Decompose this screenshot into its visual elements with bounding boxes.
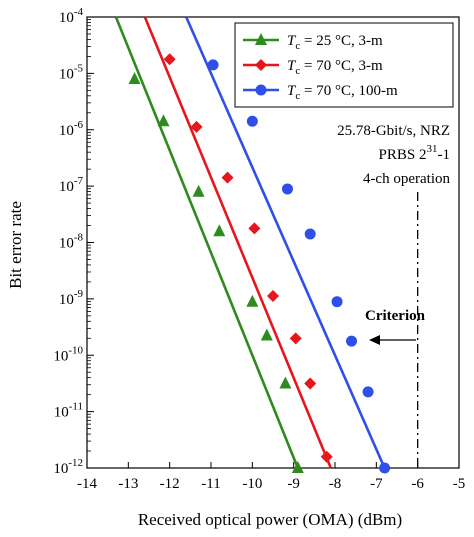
data-point-circle — [246, 115, 258, 127]
legend-label: Tc = 70 °C, 100-m — [287, 83, 398, 102]
data-point-circle — [207, 59, 219, 71]
data-point-triangle — [246, 294, 259, 307]
y-tick-label: 10-12 — [53, 457, 83, 477]
data-point-circle — [346, 335, 358, 347]
note-line-2: PRBS 231-1 — [379, 143, 450, 163]
y-tick-label: 10-11 — [54, 401, 83, 421]
data-point-circle — [304, 228, 316, 240]
y-tick-label: 10-4 — [59, 6, 84, 26]
data-point-diamond — [304, 377, 317, 390]
data-point-diamond — [221, 171, 234, 184]
data-point-diamond — [163, 53, 176, 66]
y-tick-label: 10-8 — [59, 232, 84, 252]
x-tick-label: -8 — [329, 476, 342, 492]
series-1 — [114, 16, 304, 473]
data-point-triangle — [260, 328, 273, 341]
data-point-diamond — [267, 290, 279, 303]
data-point-triangle — [192, 184, 205, 197]
data-point-triangle — [255, 33, 267, 45]
data-point-circle — [331, 296, 343, 308]
data-point-diamond — [248, 222, 261, 235]
x-tick-label: -7 — [370, 476, 383, 492]
x-tick-label: -12 — [160, 476, 180, 492]
data-point-circle — [255, 84, 267, 96]
legend: Tc = 25 °C, 3-m Tc = 70 °C, 3-m Tc = 70 °C… — [234, 22, 454, 108]
data-point-circle — [379, 462, 391, 474]
x-tick-label: -5 — [453, 476, 466, 492]
series-fit-line — [143, 16, 333, 469]
data-point-circle — [362, 386, 374, 398]
data-point-triangle — [128, 72, 141, 85]
legend-label: Tc = 25 °C, 3-m — [287, 33, 383, 52]
note-line-3: 4-ch operation — [363, 171, 451, 187]
x-tick-label: -13 — [118, 476, 138, 492]
data-point-triangle — [213, 224, 226, 237]
data-point-diamond — [255, 59, 267, 71]
series-layer — [114, 16, 391, 474]
y-axis-title: Bit error rate — [6, 201, 25, 289]
y-tick-label: 10-10 — [53, 344, 83, 364]
y-tick-label: 10-5 — [59, 62, 84, 82]
data-point-diamond — [289, 332, 302, 345]
legend-label: Tc = 70 °C, 3-m — [287, 58, 383, 77]
criterion-label: Criterion — [365, 308, 426, 324]
x-tick-label: -9 — [287, 476, 300, 492]
y-tick-label: 10-7 — [59, 175, 84, 195]
x-axis-title: Received optical power (OMA) (dBm) — [138, 510, 402, 529]
data-point-diamond — [320, 450, 333, 463]
series-fit-line — [185, 16, 386, 469]
note-line-1: 25.78-Gbit/s, NRZ — [337, 123, 450, 139]
series-2 — [143, 16, 333, 469]
x-tick-label: -14 — [77, 476, 97, 492]
data-point-diamond — [190, 120, 203, 133]
annotation-layer: 25.78-Gbit/s, NRZ PRBS 231-1 4-ch operatio… — [337, 123, 450, 468]
x-tick-label: -10 — [242, 476, 262, 492]
x-axis-ticks: -14 -13 -12 -11 -10 -9 -8 -7 -6 -5 — [77, 462, 465, 492]
x-tick-label: -11 — [201, 476, 220, 492]
series-fit-line — [114, 16, 300, 469]
x-tick-label: -6 — [411, 476, 424, 492]
y-tick-label: 10-9 — [59, 288, 84, 308]
y-axis-ticks: 10-4 10-5 10-6 10-7 10-8 10-9 10-10 10-11 10-12 — [53, 6, 94, 477]
data-point-triangle — [291, 461, 304, 473]
y-tick-label: 10-6 — [59, 119, 84, 139]
data-point-triangle — [157, 114, 170, 127]
data-point-triangle — [279, 376, 292, 389]
criterion-arrow-head — [369, 335, 380, 345]
series-3 — [185, 16, 391, 474]
data-point-circle — [281, 183, 293, 195]
